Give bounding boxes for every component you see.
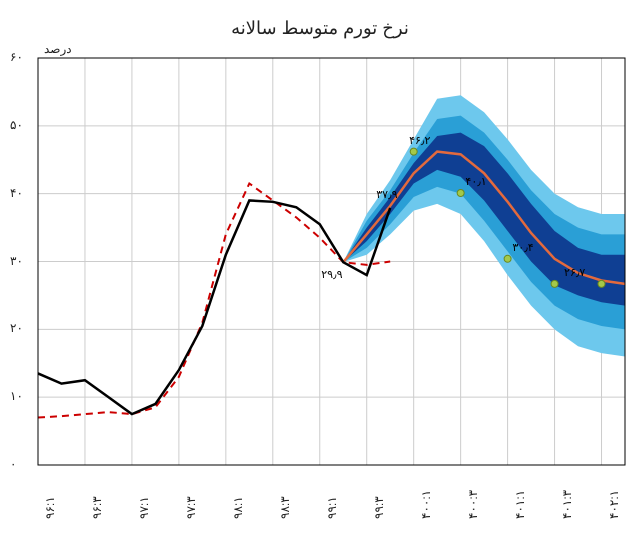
y-tick-label: ۳۰ [10, 254, 34, 268]
point-label: ۴۶٫۲ [409, 134, 430, 147]
x-tick-label: ۹۶:۳ [90, 496, 104, 519]
y-tick-label: ۰ [10, 457, 34, 471]
x-tick-label: ۹۷:۳ [184, 496, 198, 519]
x-tick-label: ۴۰۱:۱ [513, 490, 527, 519]
y-tick-label: ۲۰ [10, 321, 34, 335]
chart-svg [0, 0, 640, 540]
y-tick-label: ۴۰ [10, 186, 34, 200]
y-tick-label: ۱۰ [10, 389, 34, 403]
x-tick-label: ۹۸:۳ [278, 496, 292, 519]
x-tick-label: ۴۰۰:۱ [419, 490, 433, 519]
x-tick-label: ۴۰۰:۳ [466, 490, 480, 519]
x-tick-label: ۴۰۱:۳ [560, 490, 574, 519]
x-tick-label: ۹۹:۳ [372, 496, 386, 519]
point-label: ۲۶٫۷ [564, 266, 585, 279]
x-tick-label: ۹۸:۱ [231, 496, 245, 519]
point-label: ۲۹٫۹ [321, 268, 342, 281]
chart-container: نرخ تورم متوسط سالانه درصد ۰۱۰۲۰۳۰۴۰۵۰۶۰… [0, 0, 640, 540]
x-tick-label: ۹۹:۱ [325, 496, 339, 519]
y-tick-label: ۵۰ [10, 118, 34, 132]
y-tick-label: ۶۰ [10, 50, 34, 64]
x-tick-label: ۹۶:۱ [43, 496, 57, 519]
point-label: ۳۰٫۴ [512, 241, 533, 254]
x-tick-label: ۹۷:۱ [137, 496, 151, 519]
point-label: ۳۷٫۹ [376, 188, 397, 201]
x-tick-label: ۴۰۲:۱ [607, 490, 621, 519]
point-label: ۴۰٫۱ [465, 175, 486, 188]
